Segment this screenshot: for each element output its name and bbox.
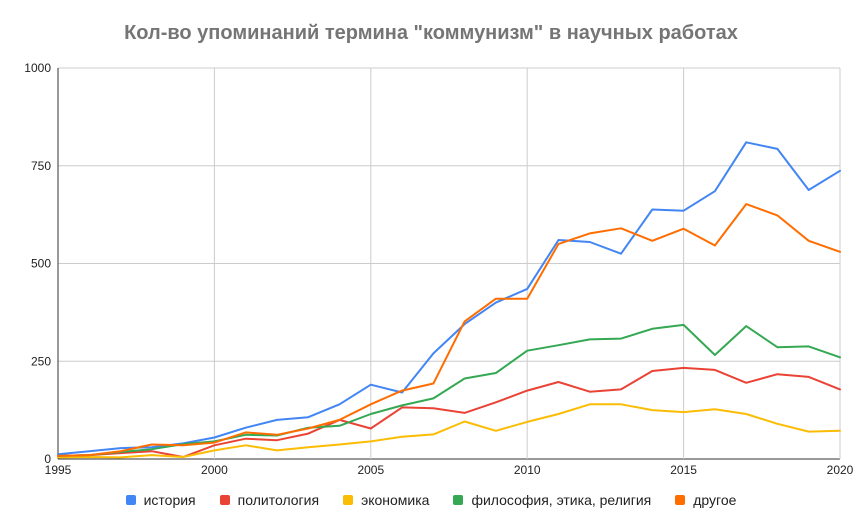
series-line-0 xyxy=(57,141,841,456)
y-tick-label: 750 xyxy=(31,159,51,173)
legend-label: политология xyxy=(237,492,320,508)
legend-swatch xyxy=(219,495,230,505)
series-line-4 xyxy=(57,203,841,457)
y-tick-label: 1000 xyxy=(24,61,51,75)
series-line-3 xyxy=(57,323,841,457)
legend-swatch xyxy=(675,495,686,505)
x-tick-label: 2000 xyxy=(201,463,228,477)
x-tick-label: 1995 xyxy=(45,463,72,477)
y-tick-label: 500 xyxy=(31,257,51,271)
x-tick-label: 2015 xyxy=(670,463,697,477)
x-tick-label: 2005 xyxy=(357,463,384,477)
series-line-2 xyxy=(57,403,841,459)
legend-label: философия, этика, религия xyxy=(471,492,652,508)
legend-item: история xyxy=(125,492,196,508)
legend: история политология экономика философия, эт… xyxy=(0,492,862,508)
legend-label: другое xyxy=(693,492,737,508)
y-tick-label: 250 xyxy=(31,354,51,368)
legend-swatch xyxy=(343,495,354,505)
x-tick-label: 2010 xyxy=(514,463,541,477)
chart-title: Кол-во упоминаний термина "коммунизм" в … xyxy=(124,22,738,44)
legend-swatch xyxy=(125,495,136,505)
y-tick-label: 0 xyxy=(44,452,51,466)
legend-item: философия, этика, религия xyxy=(453,492,651,508)
x-tick-label: 2020 xyxy=(827,463,854,477)
legend-item: другое xyxy=(675,492,736,508)
legend-label: история xyxy=(143,492,196,508)
legend-swatch xyxy=(453,495,464,505)
legend-item: политология xyxy=(219,492,320,508)
legend-item: экономика xyxy=(343,492,429,508)
legend-label: экономика xyxy=(361,492,430,508)
